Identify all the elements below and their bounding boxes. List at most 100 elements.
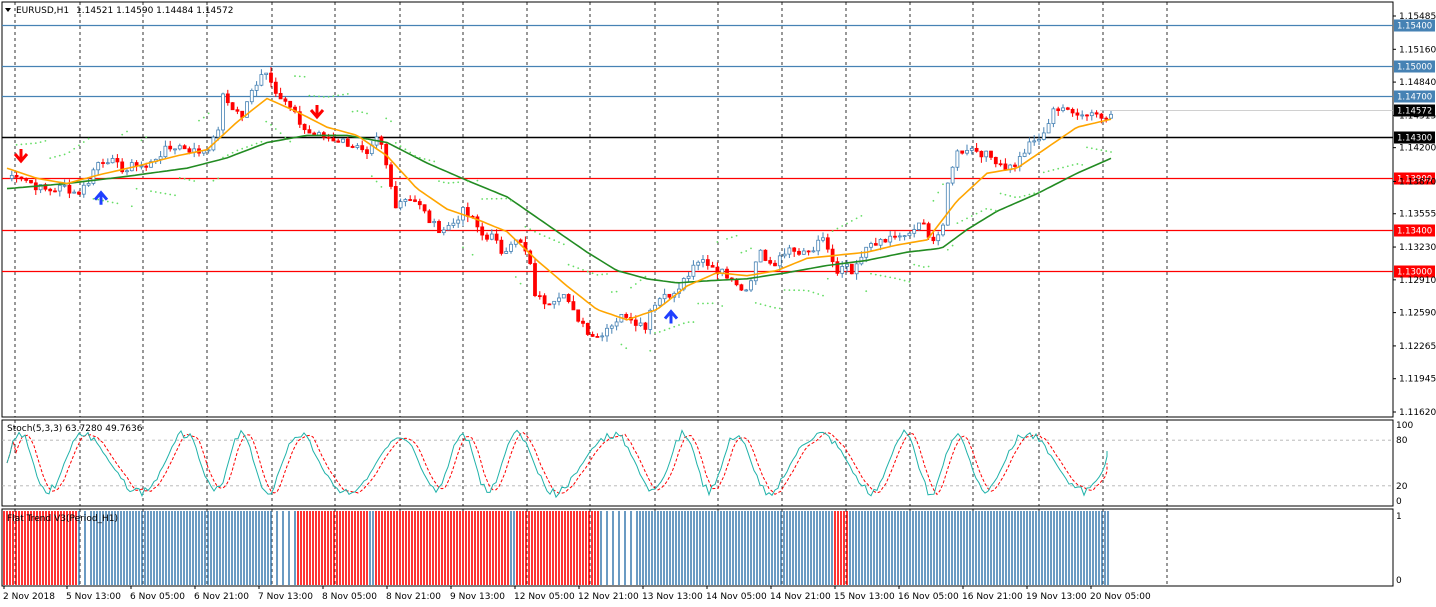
candle [773,262,777,267]
candle [941,224,945,236]
candle [552,300,557,305]
candle [523,242,528,252]
sar-dot [106,200,109,203]
candle [1065,107,1070,110]
sar-dot [414,154,416,157]
sar-dot [250,144,253,147]
sar-dot [1038,191,1040,193]
sar-dot [337,94,340,97]
candle [878,239,883,246]
sar-dot [903,279,906,282]
sar-dot [745,250,748,252]
sell-arrow-icon [13,149,29,164]
sar-dot [390,120,392,123]
sar-dot [385,117,388,120]
sar-dot [874,273,877,276]
time-axis-label: 12 Nov 05:00 [514,592,575,602]
candle [533,263,537,297]
candle [139,165,144,168]
sar-dot [812,291,815,294]
candle [168,145,173,150]
sar-dot [548,237,551,240]
sar-dot [428,159,431,162]
candle [566,294,571,302]
stoch-level-label: 80 [1396,436,1408,446]
candle [480,226,485,236]
candle [331,137,336,142]
candle [264,72,269,75]
time-axis-label: 2 Nov 2018 [3,592,55,602]
sar-dot [438,180,440,183]
sar-dot [966,217,968,220]
candle [710,265,715,268]
dropdown-triangle-icon[interactable] [5,8,11,12]
candle [297,111,302,125]
candle [29,179,33,184]
sar-dot [433,160,436,163]
candle [14,174,19,178]
stochastic-pane[interactable] [1,419,1394,507]
candle [413,199,417,202]
candle [758,249,763,263]
sar-dot [361,111,364,114]
candle [1051,108,1056,124]
candle [350,145,355,148]
sar-dot [202,116,205,119]
candle [888,235,893,243]
candle [408,199,413,201]
sar-dot [1028,193,1031,196]
sar-dot [946,248,949,251]
sar-dot [990,208,992,211]
sar-dot [1066,165,1069,168]
sar-dot [44,139,47,142]
sar-dot [889,276,892,279]
sar-dot [1090,147,1093,150]
sar-dot [274,128,277,130]
candle [422,204,427,212]
time-axis-label: 15 Nov 13:00 [834,592,895,602]
candle [557,297,561,302]
sar-dot [764,304,767,307]
stoch-label: Stoch(5,3,3) 63.7280 49.7636 [7,424,143,434]
sar-dot [447,182,450,184]
candle [931,236,936,242]
candle [182,145,187,150]
sar-dot [942,183,944,186]
candle [600,335,605,338]
sar-dot [246,146,248,148]
time-axis-label: 14 Nov 05:00 [706,592,767,602]
sar-dot [649,349,652,352]
candle [648,309,653,330]
sar-dot [673,325,676,328]
candle [125,170,129,173]
sar-dot [308,94,311,97]
sar-dot [913,263,916,266]
candle [849,263,854,275]
candle [643,322,648,330]
candle [614,321,619,327]
candle [883,239,888,243]
sar-dot [1086,146,1088,149]
sar-dot [822,294,824,297]
sar-dot [25,143,28,145]
flat-trend-pane[interactable] [1,508,1394,587]
time-axis-label: 6 Nov 21:00 [194,592,249,602]
candle [451,222,456,226]
sar-dot [721,305,724,307]
sar-dot [759,303,762,306]
candle [509,243,513,252]
sar-dot [313,95,316,97]
sar-dot [644,275,647,278]
candle [393,186,398,209]
sar-dot [178,176,181,179]
candle [869,243,873,248]
sar-dot [327,95,330,98]
sar-dot [951,244,954,247]
sar-dot [1004,193,1007,196]
candle [912,229,917,234]
sar-dot [639,279,642,282]
flat-trend-label: Flat Trend V3(Period_H1) [7,514,118,524]
candle [81,184,86,195]
main-pane[interactable] [1,1,1394,418]
